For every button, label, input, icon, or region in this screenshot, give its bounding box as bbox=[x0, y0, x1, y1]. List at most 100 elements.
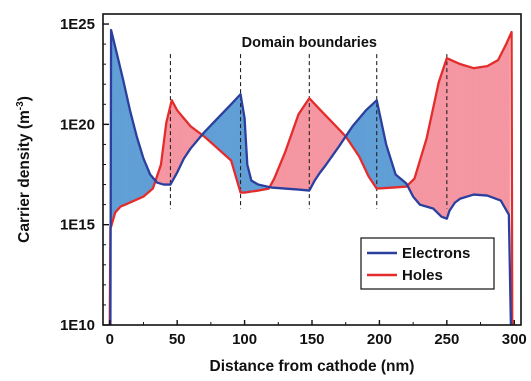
fill-strip bbox=[189, 124, 191, 151]
fill-strip bbox=[150, 175, 152, 191]
fill-strip bbox=[186, 121, 188, 155]
fill-strip bbox=[165, 132, 167, 185]
fill-strip bbox=[237, 97, 239, 182]
fill-strip bbox=[334, 125, 336, 153]
fill-strip bbox=[306, 102, 308, 191]
fill-strip bbox=[146, 166, 148, 194]
axis-ticks bbox=[103, 23, 515, 326]
fill-strip bbox=[349, 131, 351, 142]
fill-strip bbox=[327, 117, 329, 163]
fill-strip bbox=[165, 127, 167, 185]
fill-strip bbox=[353, 125, 355, 148]
x-tick-label: 150 bbox=[299, 331, 324, 348]
fill-strip bbox=[452, 60, 454, 207]
fill-strip bbox=[187, 123, 190, 153]
fill-strip bbox=[351, 127, 353, 146]
fill-strip bbox=[252, 180, 254, 192]
fill-strip bbox=[271, 183, 273, 188]
fill-strip bbox=[129, 110, 132, 203]
fill-strip bbox=[276, 172, 279, 188]
fill-strip bbox=[183, 118, 185, 159]
fill-strip bbox=[447, 58, 449, 217]
fill-strip bbox=[254, 182, 256, 192]
fill-strip bbox=[191, 126, 193, 148]
fill-strip bbox=[144, 161, 146, 196]
fill-strip bbox=[252, 181, 254, 192]
fill-strip bbox=[401, 179, 403, 187]
fill-strip bbox=[426, 138, 428, 207]
fill-strip bbox=[355, 122, 357, 152]
fill-strip bbox=[163, 148, 165, 185]
fill-strip bbox=[260, 185, 262, 191]
fill-strip bbox=[391, 161, 393, 188]
fill-strip bbox=[470, 67, 472, 196]
fill-strip bbox=[138, 143, 140, 199]
fill-strip bbox=[285, 152, 287, 189]
fill-strip bbox=[326, 116, 328, 164]
fill-strip bbox=[364, 111, 366, 168]
fill-strip bbox=[182, 116, 184, 162]
fill-strip bbox=[119, 66, 121, 208]
fill-strip bbox=[361, 115, 363, 163]
fill-strip bbox=[180, 114, 182, 166]
fill-strip bbox=[164, 138, 166, 185]
fill-strip bbox=[239, 94, 241, 191]
fill-strip bbox=[230, 104, 232, 160]
fill-strip bbox=[289, 139, 291, 189]
fill-strip bbox=[468, 66, 470, 197]
fill-strip bbox=[149, 172, 151, 192]
fill-strip bbox=[212, 123, 214, 144]
x-tick-label: 200 bbox=[367, 331, 392, 348]
fill-strip bbox=[413, 179, 415, 197]
fill-strip bbox=[492, 63, 494, 198]
fill-strip bbox=[434, 104, 436, 210]
fill-strip bbox=[299, 112, 301, 190]
fill-strip bbox=[366, 109, 368, 173]
fill-strip bbox=[236, 98, 238, 179]
fill-strip bbox=[424, 145, 426, 207]
x-tick-label: 100 bbox=[232, 331, 257, 348]
fill-strip bbox=[425, 140, 428, 207]
fill-strip bbox=[380, 116, 382, 189]
fill-strip bbox=[177, 111, 179, 172]
fill-strip bbox=[266, 186, 268, 190]
fill-strip bbox=[399, 177, 401, 188]
fill-strip bbox=[363, 113, 365, 166]
fill-strip bbox=[117, 57, 119, 210]
fill-strip bbox=[308, 99, 310, 191]
fill-strip bbox=[228, 107, 230, 159]
fill-strip bbox=[363, 112, 365, 167]
fill-strip bbox=[417, 169, 419, 202]
fill-strip bbox=[383, 131, 385, 189]
fill-strip bbox=[220, 114, 223, 152]
fill-strip bbox=[443, 68, 445, 218]
fill-strip bbox=[122, 77, 124, 206]
fill-strip bbox=[386, 146, 388, 188]
fill-strip bbox=[123, 80, 125, 206]
fill-strip bbox=[147, 168, 149, 194]
fill-strip bbox=[384, 134, 386, 189]
fill-strip bbox=[371, 105, 373, 181]
fill-strip bbox=[194, 129, 196, 144]
x-tick-label: 250 bbox=[434, 331, 459, 348]
fill-strip bbox=[484, 66, 486, 196]
fill-strip bbox=[314, 103, 316, 182]
fill-strip bbox=[222, 113, 224, 153]
fill-strip bbox=[130, 112, 132, 203]
fill-strip bbox=[281, 160, 283, 189]
fill-strip bbox=[392, 165, 394, 188]
tick-labels: 0 50 100 150 200 250 300 1E10 1E15 1E20 1E25 bbox=[60, 16, 527, 348]
fill-strip bbox=[265, 186, 267, 190]
fill-strip bbox=[121, 74, 123, 207]
fill-strip bbox=[305, 104, 307, 191]
fill-strip bbox=[473, 68, 475, 195]
fill-strip bbox=[358, 119, 360, 156]
fill-strip bbox=[249, 175, 252, 192]
fill-strip bbox=[142, 154, 144, 198]
fill-strip bbox=[223, 112, 225, 154]
fill-strip bbox=[318, 108, 320, 175]
fill-strip bbox=[439, 80, 441, 215]
fill-strip bbox=[145, 163, 147, 195]
fill-strip bbox=[142, 156, 144, 197]
fill-strip bbox=[221, 114, 223, 153]
